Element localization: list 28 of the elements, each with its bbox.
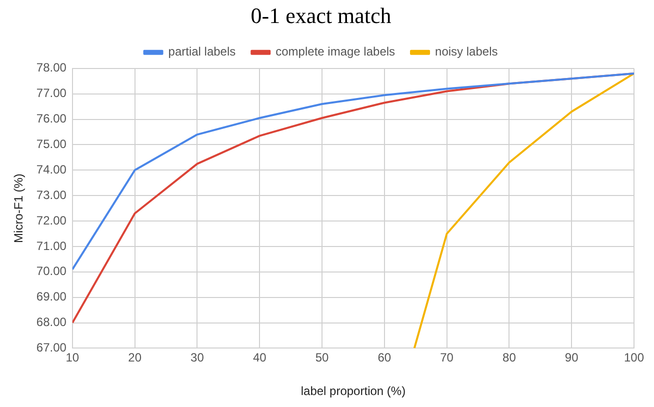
y-tick-label: 78.00 [36, 60, 67, 75]
x-tick-label: 70 [440, 350, 454, 365]
y-tick-label: 76.00 [36, 112, 67, 126]
legend-label: noisy labels [435, 44, 498, 59]
x-tick-label: 90 [564, 350, 579, 365]
x-tick-label: 80 [502, 350, 516, 365]
chart-title: 0-1 exact match [250, 2, 392, 28]
y-tick-label: 74.00 [36, 162, 67, 176]
y-tick-label: 67.00 [36, 340, 67, 355]
x-tick-label: 30 [190, 350, 204, 365]
x-tick-label: 10 [66, 350, 80, 365]
y-tick-label: 73.00 [36, 188, 67, 202]
x-tick-label: 20 [128, 350, 142, 365]
y-axis-title: Micro-F1 (%) [12, 174, 26, 243]
y-tick-label: 72.00 [36, 213, 67, 228]
y-tick-label: 69.00 [36, 290, 67, 304]
y-tick-label: 68.00 [36, 315, 67, 330]
legend-label: complete image labels [276, 44, 396, 59]
x-tick-label: 100 [624, 350, 644, 365]
x-axis-title: label proportion (%) [300, 384, 406, 398]
y-tick-label: 70.00 [36, 264, 67, 278]
x-tick-label: 50 [315, 350, 330, 365]
y-tick-label: 71.00 [36, 238, 67, 253]
legend-label: partial labels [168, 44, 236, 59]
y-tick-label: 75.00 [36, 137, 67, 152]
x-tick-label: 60 [378, 350, 392, 365]
y-tick-label: 77.00 [36, 86, 67, 100]
x-tick-label: 40 [252, 350, 267, 365]
